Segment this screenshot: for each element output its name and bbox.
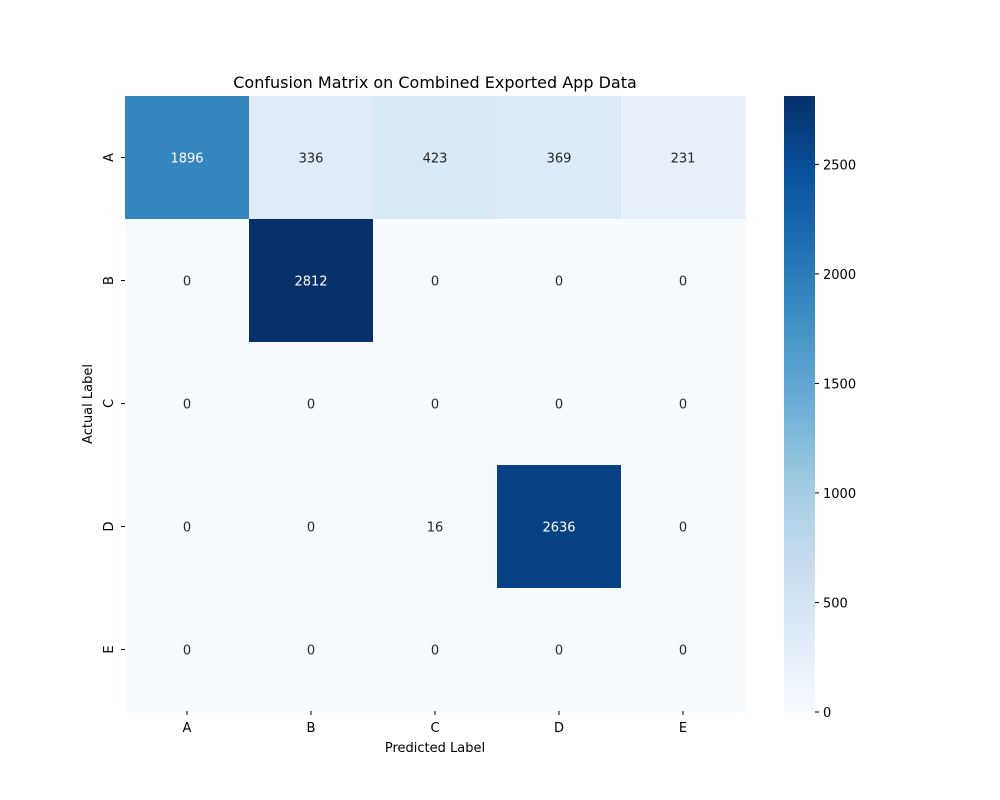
cell-value-label: 0 bbox=[307, 398, 315, 413]
heatmap-cell-B-E bbox=[621, 219, 746, 343]
heatmap-cell-D-E bbox=[621, 465, 746, 589]
colorbar-ticks: 0 500 1000 1500 2000 2500 bbox=[815, 158, 856, 721]
cell-value-label: 0 bbox=[679, 644, 687, 659]
y-tick-label: B bbox=[102, 276, 117, 285]
y-axis-label: Actual Label bbox=[81, 364, 96, 444]
heatmap-cell-C-D bbox=[497, 342, 622, 466]
cell-value-label: 0 bbox=[431, 398, 439, 413]
x-tick-label: C bbox=[430, 721, 439, 736]
cell-value-label: 0 bbox=[431, 275, 439, 290]
y-tick-label: D bbox=[102, 521, 117, 531]
cell-value-label: 2812 bbox=[294, 275, 327, 290]
x-tick-label: E bbox=[679, 721, 687, 736]
heatmap-cell-A-A bbox=[125, 96, 250, 220]
y-tick-label: C bbox=[102, 399, 117, 408]
cell-value-label: 2636 bbox=[542, 521, 575, 536]
heatmap-cell-A-B bbox=[249, 96, 374, 220]
heatmap-cell-E-C bbox=[373, 588, 498, 712]
heatmap-cell-C-C bbox=[373, 342, 498, 466]
y-axis-ticks: A B C D E bbox=[102, 153, 125, 654]
cell-value-label: 369 bbox=[547, 152, 572, 167]
cell-value-label: 0 bbox=[183, 644, 191, 659]
x-tick-label: B bbox=[307, 721, 316, 736]
colorbar-tick-label: 2500 bbox=[823, 158, 856, 173]
cell-value-label: 0 bbox=[183, 398, 191, 413]
heatmap-cell-A-D bbox=[497, 96, 622, 220]
colorbar-tick-label: 1500 bbox=[823, 377, 856, 392]
cell-value-label: 0 bbox=[555, 275, 563, 290]
cell-value-label: 0 bbox=[307, 644, 315, 659]
chart-title: Confusion Matrix on Combined Exported Ap… bbox=[233, 73, 637, 92]
heatmap-cell-D-A bbox=[125, 465, 250, 589]
cell-value-label: 336 bbox=[299, 152, 324, 167]
colorbar-tick-label: 1000 bbox=[823, 487, 856, 502]
colorbar-tick-label: 0 bbox=[823, 706, 831, 721]
heatmap-cell-C-E bbox=[621, 342, 746, 466]
heatmap-cell-A-E bbox=[621, 96, 746, 220]
heatmap-cell-E-B bbox=[249, 588, 374, 712]
cell-value-label: 1896 bbox=[170, 152, 203, 167]
cell-value-label: 0 bbox=[555, 398, 563, 413]
x-tick-label: A bbox=[183, 721, 192, 736]
heatmap-cell-B-D bbox=[497, 219, 622, 343]
heatmap-cell-B-A bbox=[125, 219, 250, 343]
cell-value-label: 0 bbox=[307, 521, 315, 536]
colorbar-tick-label: 2000 bbox=[823, 268, 856, 283]
x-tick-label: D bbox=[554, 721, 564, 736]
cell-value-label: 0 bbox=[679, 275, 687, 290]
cell-value-label: 0 bbox=[555, 644, 563, 659]
cell-value-label: 0 bbox=[679, 521, 687, 536]
cell-value-label: 231 bbox=[671, 152, 696, 167]
cell-value-label: 0 bbox=[183, 275, 191, 290]
x-axis-label: Predicted Label bbox=[385, 741, 485, 756]
heatmap-cell-D-D bbox=[497, 465, 622, 589]
heatmap-cell-A-C bbox=[373, 96, 498, 220]
cell-value-label: 423 bbox=[423, 152, 448, 167]
heatmap-cell-D-B bbox=[249, 465, 374, 589]
heatmap-cell-C-B bbox=[249, 342, 374, 466]
cell-value-label: 0 bbox=[183, 521, 191, 536]
heatmap-cell-B-C bbox=[373, 219, 498, 343]
heatmap-cell-E-E bbox=[621, 588, 746, 712]
y-tick-label: E bbox=[102, 645, 117, 653]
colorbar bbox=[784, 96, 815, 712]
colorbar-tick-label: 500 bbox=[823, 596, 848, 611]
cell-value-label: 0 bbox=[679, 398, 687, 413]
heatmap-cells: 1896 336 423 369 231 0 2812 0 0 0 0 0 0 0 0 0 0 16 2636 0 0 0… bbox=[125, 96, 746, 712]
y-tick-label: A bbox=[102, 153, 117, 162]
heatmap-cell-E-A bbox=[125, 588, 250, 712]
cell-value-label: 16 bbox=[427, 521, 444, 536]
x-axis-ticks: A B C D E bbox=[183, 711, 687, 736]
cell-value-label: 0 bbox=[431, 644, 439, 659]
heatmap-cell-E-D bbox=[497, 588, 622, 712]
heatmap-cell-D-C bbox=[373, 465, 498, 589]
heatmap-cell-C-A bbox=[125, 342, 250, 466]
heatmap-cell-B-B bbox=[249, 219, 374, 343]
